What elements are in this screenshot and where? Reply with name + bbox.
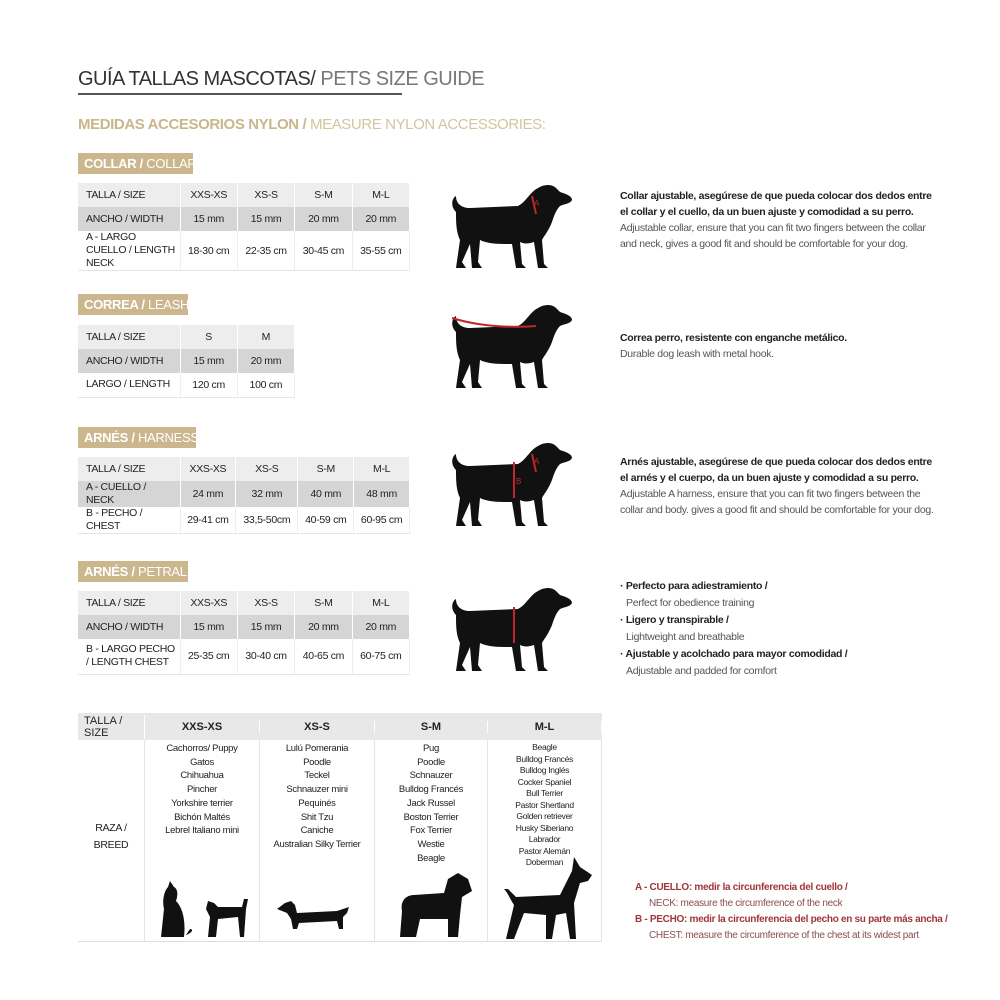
petral-features: · Perfecto para adiestramiento / Perfect …	[620, 580, 848, 677]
breed-item: Bulldog Francés	[398, 784, 464, 796]
breed-item: Lulú Pomerania	[285, 743, 349, 754]
breed-item: Husky Siberiano	[515, 822, 574, 833]
breed-item: Pequinés	[298, 797, 336, 809]
breed-item: Bulldog Inglés	[519, 765, 570, 775]
breed-item: Yorkshire terrier	[171, 797, 233, 809]
table-row: ANCHO / WIDTH 15 mm 15 mm 20 mm 20 mm	[78, 207, 411, 231]
breed-list-m-l: Beagle Bulldog Francés Bulldog Inglés Cocke…	[488, 740, 602, 942]
breed-item: Lebrel Italiano mini	[165, 825, 239, 837]
breed-item: Bull Terrier	[526, 788, 563, 798]
breed-item: Gatos	[190, 756, 214, 768]
breed-table-header: TALLA / SIZE XXS-XS XS-S S-M M-L	[78, 713, 602, 740]
breed-item: Fox Terrier	[410, 825, 452, 837]
breed-item: Cachorros/ Puppy	[166, 743, 238, 754]
cat-and-chihuahua-icon	[161, 881, 248, 937]
measurement-notes: A - CUELLO: medir la circunferencia del …	[635, 882, 948, 941]
breed-table: TALLA / SIZE XXS-XS XS-S S-M M-L RAZA / B…	[78, 713, 602, 942]
breed-list-xxs-xs: Cachorros/ Puppy Gatos Chihuahua Pincher Yor…	[145, 740, 260, 942]
dog-petral-illustration	[448, 585, 578, 675]
page-title: GUÍA TALLAS MASCOTAS/ PETS SIZE GUIDE	[78, 68, 485, 95]
breed-item: Beagle	[417, 852, 445, 864]
dog-collar-illustration: A	[448, 182, 578, 272]
table-row: B - LARGO PECHO / LENGTH CHEST 25-35 cm 30…	[78, 639, 411, 674]
harness-table: TALLA / SIZE XXS-XS XS-S S-M M-L A - CUELLO …	[78, 457, 410, 534]
breed-item: Caniche	[300, 825, 334, 837]
breed-item: Teckel	[304, 770, 330, 782]
section-subtitle: MEDIDAS ACCESORIOS NYLON / MEASURE NYLON…	[78, 116, 546, 133]
breed-list-xs-s: Lulú Pomerania Poodle Teckel Schnauzer mini…	[260, 740, 375, 942]
breed-row-label: RAZA / BREED	[78, 740, 145, 942]
table-row: TALLA / SIZE S M	[78, 325, 296, 349]
breed-item: Westie	[417, 838, 445, 850]
breed-item: Beagle	[532, 742, 557, 752]
breed-item: Australian Silky Terrier	[273, 838, 361, 850]
table-row: A - LARGO CUELLO / LENGTH NECK 18-30 cm 22…	[78, 231, 411, 271]
breed-item: Doberman	[525, 857, 564, 867]
schnauzer-icon	[400, 873, 472, 937]
collar-badge: COLLAR / COLLAR	[78, 153, 197, 174]
table-row: ANCHO / WIDTH 15 mm 20 mm	[78, 349, 296, 373]
leash-description: Correa perro, resistente con enganche me…	[620, 332, 847, 360]
breed-item: Schnauzer	[409, 770, 453, 782]
table-row: TALLA / SIZE XXS-XS XS-S S-M M-L	[78, 457, 410, 481]
breed-item: Labrador	[528, 834, 561, 844]
dog-leash-illustration	[451, 302, 578, 392]
svg-text:A: A	[534, 199, 540, 208]
harness-badge: ARNÉS / HARNESS	[78, 427, 199, 448]
breed-item: Golden retriever	[516, 811, 573, 821]
breed-item: Poodle	[303, 756, 331, 768]
breed-item: Schnauzer mini	[286, 784, 348, 796]
table-row: TALLA / SIZE XXS-XS XS-S S-M M-L	[78, 591, 411, 615]
svg-text:A: A	[534, 457, 540, 466]
breed-item: Chihuahua	[180, 770, 224, 782]
breed-item: Pastor Shertland	[515, 799, 574, 810]
collar-description: Collar ajustable, asegúrese de que pueda…	[620, 190, 932, 250]
petral-table: TALLA / SIZE XXS-XS XS-S S-M M-L ANCHO / WID…	[78, 591, 411, 675]
table-row: TALLA / SIZE XXS-XS XS-S S-M M-L	[78, 183, 411, 207]
leash-badge: CORREA / LEASH	[78, 294, 189, 315]
doberman-icon	[504, 857, 592, 939]
breed-item: Boston Terrier	[403, 811, 459, 823]
harness-description: Arnés ajustable, asegúrese de que pueda …	[620, 456, 934, 516]
breed-item: Bulldog Francés	[516, 753, 573, 764]
breed-item: Pug	[422, 743, 439, 754]
breed-item: Shit Tzu	[300, 811, 334, 823]
breed-item: Poodle	[417, 756, 445, 768]
table-row: A - CUELLO / NECK 24 mm 32 mm 40 mm 48 mm	[78, 481, 410, 507]
breed-item: Cocker Spaniel	[517, 776, 572, 787]
leash-table: TALLA / SIZE S M ANCHO / WIDTH 15 mm 20 mm L…	[78, 325, 296, 398]
breed-item: Pincher	[186, 784, 218, 796]
table-row: B - PECHO / CHEST 29-41 cm 33,5-50cm 40-59 …	[78, 507, 410, 534]
petral-badge: ARNÉS / PETRAL	[78, 561, 188, 582]
breed-item: Jack Russel	[407, 797, 455, 809]
dog-harness-illustration: AB	[448, 440, 578, 530]
table-row: LARGO / LENGTH 120 cm 100 cm	[78, 373, 296, 397]
svg-text:B: B	[516, 477, 521, 486]
collar-table: TALLA / SIZE XXS-XS XS-S S-M M-L ANCHO / WID…	[78, 183, 411, 271]
breed-item: Bichón Maltés	[174, 811, 230, 823]
breed-item: Pastor Alemán	[518, 845, 571, 856]
table-row: ANCHO / WIDTH 15 mm 15 mm 20 mm 20 mm	[78, 615, 411, 639]
dachshund-icon	[277, 901, 349, 929]
breed-list-s-m: Pug Poodle Schnauzer Bulldog Francés Jack Ru…	[375, 740, 488, 942]
